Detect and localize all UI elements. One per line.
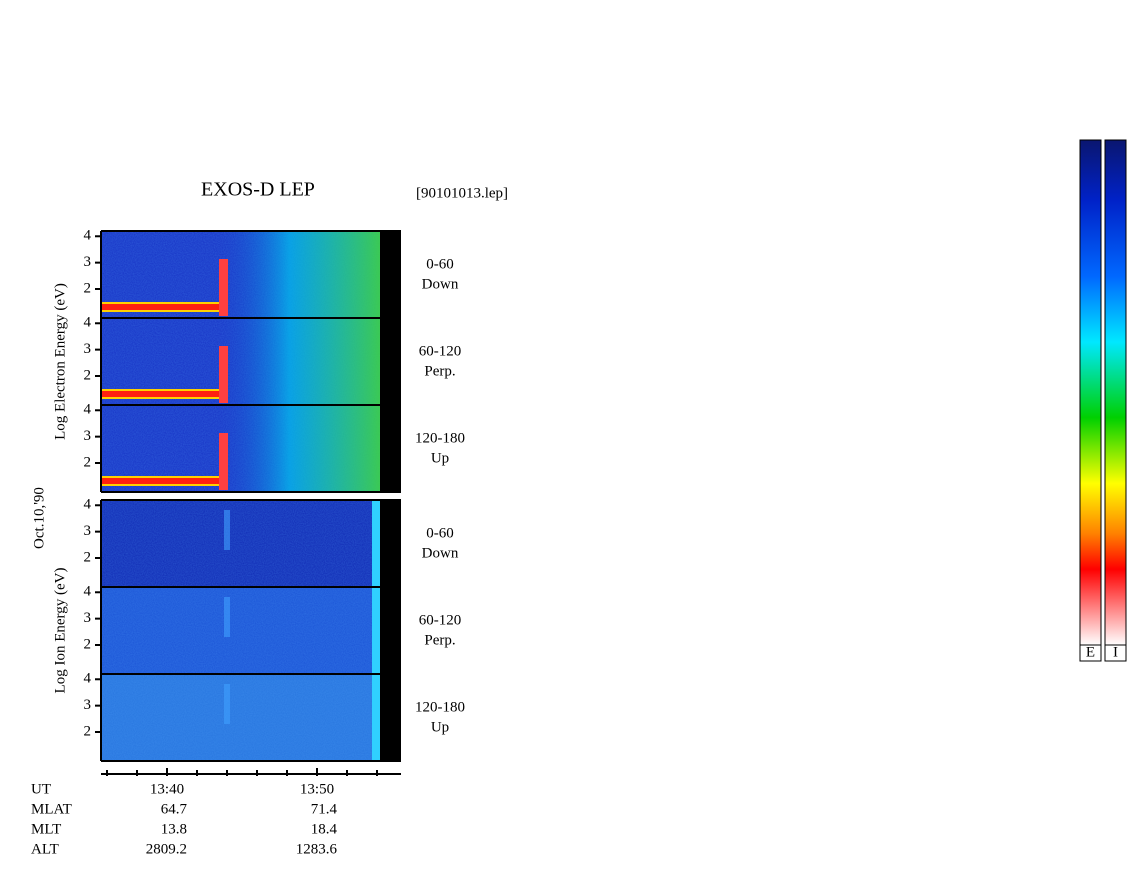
y-tick-label: 3 (84, 254, 92, 270)
x-tick-label: 13:50 (300, 781, 334, 797)
ephemeris-value: 1283.6 (296, 841, 338, 857)
angle-label: 60-120 (419, 343, 462, 359)
colorbar-label: I (1113, 644, 1118, 660)
spectral-feature (219, 259, 228, 316)
spectral-feature (219, 433, 228, 490)
direction-label: Down (422, 276, 459, 292)
ephemeris-value: 64.7 (161, 801, 188, 817)
direction-label: Up (431, 450, 449, 466)
colorbar (1104, 139, 1127, 646)
colorbar-label-box (1104, 644, 1127, 662)
angle-label: 0-60 (426, 525, 454, 541)
x-tick-label: 13:40 (150, 781, 184, 797)
y-tick-label: 2 (84, 723, 92, 739)
y-tick-label: 4 (84, 402, 92, 418)
ephemeris-label: UT (31, 781, 51, 797)
data-gap (380, 405, 401, 492)
y-tick-label: 2 (84, 636, 92, 652)
y-tick-label: 4 (84, 228, 92, 244)
y-tick-label: 4 (84, 584, 92, 600)
noise (101, 587, 380, 674)
data-gap (380, 674, 401, 761)
y-tick-label: 4 (84, 315, 92, 331)
angle-label: 0-60 (426, 256, 454, 272)
data-gap (380, 500, 401, 587)
spectral-feature (224, 597, 230, 637)
spectral-feature (101, 304, 221, 310)
title: EXOS-D LEP (201, 179, 315, 201)
y-tick-label: 4 (84, 497, 92, 513)
noise (101, 500, 380, 587)
spectral-feature (224, 684, 230, 724)
y-tick-label: 3 (84, 523, 92, 539)
ephemeris-value: 13.8 (161, 821, 187, 837)
direction-label: Up (431, 719, 449, 735)
angle-label: 60-120 (419, 612, 462, 628)
spectral-feature (101, 478, 221, 484)
angle-label: 120-180 (415, 699, 465, 715)
colorbar-label: E (1086, 644, 1095, 660)
y-tick-label: 2 (84, 367, 92, 383)
y-tick-label: 3 (84, 341, 92, 357)
direction-label: Perp. (424, 632, 455, 648)
ephemeris-label: MLAT (31, 801, 72, 817)
spectral-feature (219, 346, 228, 403)
spectral-feature (372, 674, 380, 761)
y-tick-label: 2 (84, 280, 92, 296)
date: Oct.10,'90 (31, 487, 47, 549)
data-gap (380, 318, 401, 405)
ephemeris-label: ALT (31, 841, 59, 857)
ephemeris-value: 2809.2 (146, 841, 187, 857)
y-axis-label: Log Ion Energy (eV) (52, 568, 68, 694)
y-tick-label: 4 (84, 671, 92, 687)
spectral-feature (215, 405, 380, 492)
ephemeris-label: MLT (31, 821, 61, 837)
colorbar (1079, 139, 1102, 646)
data-gap (380, 231, 401, 318)
ephemeris-value: 71.4 (311, 801, 338, 817)
file-name: [90101013.lep] (416, 185, 508, 201)
y-tick-label: 2 (84, 454, 92, 470)
data-gap (380, 587, 401, 674)
spectral-feature (101, 391, 221, 397)
noise (101, 674, 380, 761)
spectral-feature (372, 500, 380, 587)
spectral-feature (372, 587, 380, 674)
y-tick-label: 3 (84, 610, 92, 626)
spectral-feature (215, 231, 380, 318)
angle-label: 120-180 (415, 430, 465, 446)
direction-label: Perp. (424, 363, 455, 379)
direction-label: Down (422, 545, 459, 561)
y-tick-label: 2 (84, 549, 92, 565)
y-axis-label: Log Electron Energy (eV) (52, 283, 68, 440)
ephemeris-value: 18.4 (311, 821, 338, 837)
y-tick-label: 3 (84, 697, 92, 713)
colorbar-label-box (1079, 644, 1102, 662)
spectral-feature (224, 510, 230, 550)
y-tick-label: 3 (84, 428, 92, 444)
spectral-feature (215, 318, 380, 405)
